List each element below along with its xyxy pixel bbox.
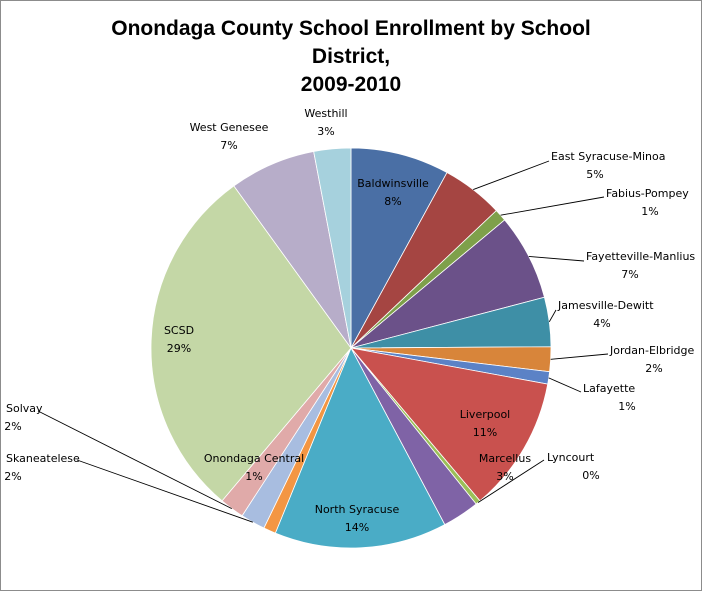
- slice-value-label-jamesville-dewitt: 4%: [593, 317, 610, 330]
- slice-name-label-lafayette: Lafayette: [583, 382, 635, 395]
- slice-value-label-scsd: 29%: [167, 342, 191, 355]
- leader-line-lafayette: [548, 377, 582, 393]
- leader-line-jordan-elbridge: [550, 353, 609, 360]
- slice-name-label-jamesville-dewitt: Jamesville-Dewitt: [557, 299, 654, 312]
- slice-name-label-baldwinsville: Baldwinsville: [357, 177, 429, 190]
- slice-name-label-jordan-elbridge: Jordan-Elbridge: [609, 344, 694, 357]
- slice-value-label-lafayette: 1%: [618, 400, 635, 413]
- slice-name-label-north-syracuse: North Syracuse: [315, 503, 400, 516]
- slice-value-label-lyncourt: 0%: [582, 469, 599, 482]
- leader-line-fabius-pompey: [500, 196, 605, 216]
- pie-slice-liverpool: [349, 347, 549, 502]
- slice-name-label-fayetteville-manlius: Fayetteville-Manlius: [586, 250, 695, 263]
- slice-name-label-scsd: SCSD: [164, 324, 194, 337]
- slice-name-label-marcellus: Marcellus: [479, 452, 531, 465]
- leader-line-solvay: [37, 410, 233, 510]
- slice-value-label-onondaga-central: 1%: [245, 470, 262, 483]
- slice-name-label-lyncourt: Lyncourt: [547, 451, 595, 464]
- slice-name-label-west-genesee: West Genesee: [190, 121, 269, 134]
- pie-slices: [150, 147, 552, 549]
- slice-value-label-skaneatelese: 2%: [4, 470, 21, 483]
- leader-line-fayetteville-manlius: [528, 255, 585, 262]
- slice-labels: Baldwinsville 8% East Syracuse-Minoa 5%Fabi…: [4, 107, 695, 534]
- leader-line-lyncourt: [477, 459, 545, 503]
- slice-value-label-fabius-pompey: 1%: [641, 205, 658, 218]
- pie-slice-north-syracuse: [274, 347, 446, 549]
- chart-title-line-2: District,: [311, 45, 391, 68]
- pie-slice-scsd: [150, 185, 352, 502]
- slice-value-label-solvay: 2%: [4, 420, 21, 433]
- slice-name-label-solvay: Solvay: [6, 402, 43, 415]
- slice-value-label-north-syracuse: 14%: [345, 521, 369, 534]
- slice-value-label-baldwinsville: 8%: [384, 195, 401, 208]
- slice-value-label-east-syracuse-minoa: 5%: [586, 168, 603, 181]
- slice-value-label-westhill: 3%: [317, 125, 334, 138]
- leader-line-jamesville-dewitt: [548, 309, 557, 323]
- chart-title-line-1: Onondaga County School Enrollment by Sch…: [111, 17, 591, 40]
- slice-value-label-marcellus: 3%: [496, 470, 513, 483]
- slice-value-label-jordan-elbridge: 2%: [645, 362, 662, 375]
- slice-name-label-skaneatelese: Skaneatelese: [6, 452, 80, 465]
- slice-name-label-westhill: Westhill: [304, 107, 347, 120]
- slice-value-label-west-genesee: 7%: [220, 139, 237, 152]
- slice-value-label-fayetteville-manlius: 7%: [621, 268, 638, 281]
- pie-slice-baldwinsville: [350, 147, 448, 349]
- slice-name-label-liverpool: Liverpool: [460, 408, 510, 421]
- slice-name-label-east-syracuse-minoa: East Syracuse-Minoa: [551, 150, 665, 163]
- leader-line-east-syracuse-minoa: [473, 160, 550, 191]
- chart-title-line-3: 2009-2010: [300, 73, 402, 96]
- leader-line-skaneatelese: [76, 459, 253, 523]
- chart-title: Onondaga County School Enrollment by Sch…: [61, 15, 641, 99]
- leader-lines: [37, 160, 609, 523]
- slice-value-label-liverpool: 11%: [473, 426, 497, 439]
- pie-slice-westhill: [313, 147, 352, 349]
- slice-name-label-fabius-pompey: Fabius-Pompey: [606, 187, 689, 200]
- slice-name-label-onondaga-central: Onondaga Central: [204, 452, 304, 465]
